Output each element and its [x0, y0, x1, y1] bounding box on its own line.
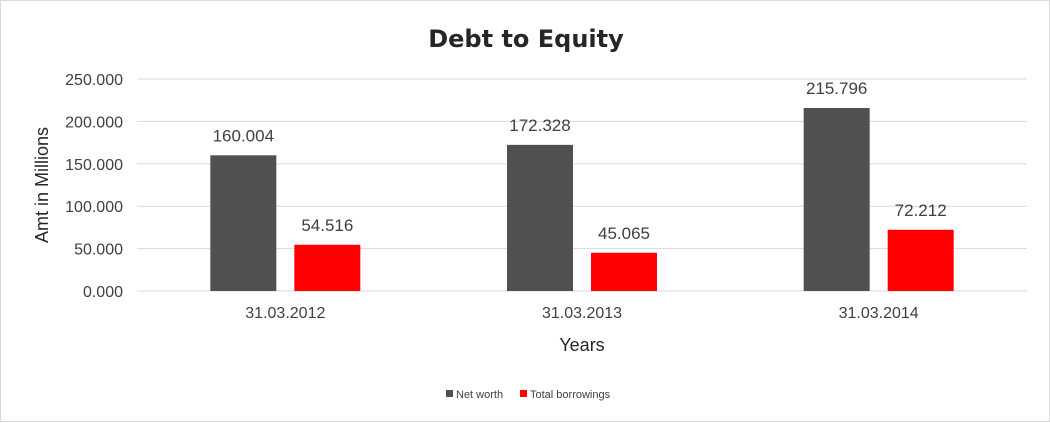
bar-total-borrowings — [591, 252, 657, 291]
chart-title: Debt to Equity — [428, 25, 624, 53]
y-tick-label: 0.000 — [83, 284, 123, 301]
y-axis-ticks: 0.000 50.000 100.000 150.000 200.000 250.000 — [65, 72, 123, 301]
legend-label: Net worth — [456, 389, 503, 401]
y-tick-label: 50.000 — [74, 242, 123, 259]
y-tick-label: 200.000 — [65, 114, 123, 131]
x-tick-label: 31.03.2013 — [542, 305, 622, 322]
x-axis-title: Years — [559, 335, 604, 355]
bar-net-worth — [507, 144, 573, 291]
data-label: 160.004 — [213, 126, 274, 145]
bar-net-worth — [210, 155, 277, 291]
gridlines — [137, 78, 1027, 292]
data-label: 72.212 — [895, 201, 947, 220]
bar-total-borrowings — [294, 244, 361, 291]
data-label: 172.328 — [509, 116, 570, 135]
legend-swatch — [446, 390, 453, 397]
legend-label: Total borrowings — [530, 389, 611, 401]
data-label: 215.796 — [806, 79, 867, 98]
x-tick-label: 31.03.2012 — [245, 305, 325, 322]
bar-total-borrowings — [887, 229, 954, 291]
legend: Net worth Total borrowings — [446, 389, 611, 401]
data-label: 45.065 — [598, 224, 650, 243]
bar-net-worth — [803, 108, 870, 291]
data-labels: 160.004 54.516 172.328 45.065 215.796 72.212 — [213, 79, 947, 243]
data-label: 54.516 — [301, 216, 353, 235]
x-axis-ticks: 31.03.2012 31.03.2013 31.03.2014 — [245, 305, 919, 322]
x-tick-label: 31.03.2014 — [839, 305, 919, 322]
bars — [210, 108, 954, 291]
y-tick-label: 100.000 — [65, 199, 123, 216]
y-tick-label: 150.000 — [65, 157, 123, 174]
y-tick-label: 250.000 — [65, 72, 123, 89]
legend-swatch — [520, 390, 527, 397]
y-axis-title: Amt in Millions — [32, 127, 52, 243]
